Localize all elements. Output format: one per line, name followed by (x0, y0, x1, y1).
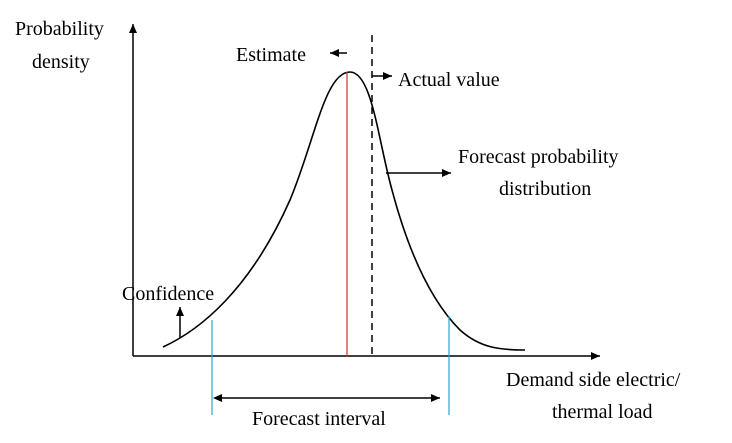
distribution-label-line1: Forecast probability (458, 146, 619, 168)
y-axis-label-line1: Probability (15, 18, 104, 40)
probability-curve (162, 71, 526, 351)
forecast-interval-arrowhead-left (213, 394, 222, 402)
estimate-label: Estimate (236, 44, 306, 66)
actual-value-label: Actual value (398, 69, 500, 91)
x-axis-label-line1: Demand side electric/ (506, 369, 681, 391)
confidence-label: Confidence (122, 283, 214, 305)
x-axis-label-line2: thermal load (552, 401, 653, 423)
distribution-label-line2: distribution (499, 178, 591, 200)
y-axis-label-line2: density (32, 51, 90, 73)
forecast-interval-label: Forecast interval (252, 408, 386, 430)
